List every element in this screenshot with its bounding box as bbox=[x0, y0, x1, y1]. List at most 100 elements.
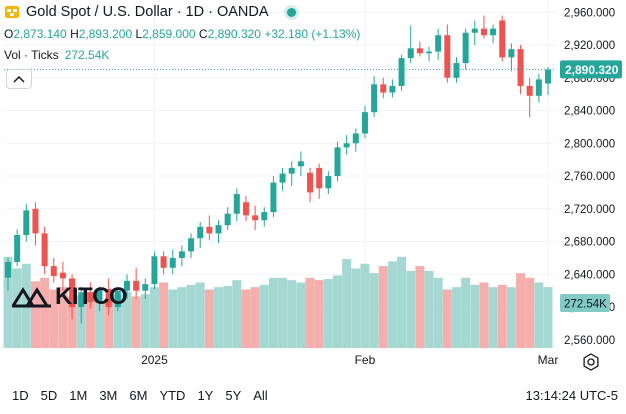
volume-bar bbox=[525, 277, 535, 348]
volume-bar bbox=[241, 289, 251, 348]
candle-body bbox=[23, 210, 30, 236]
candle-body bbox=[123, 280, 130, 291]
volume-bar bbox=[159, 282, 169, 348]
range-button-1y[interactable]: 1Y bbox=[197, 387, 214, 403]
candle-body bbox=[526, 85, 533, 96]
candle-body bbox=[41, 233, 48, 267]
candle-body bbox=[105, 289, 112, 308]
open-label: O bbox=[4, 27, 14, 41]
collapse-legend-button[interactable] bbox=[6, 69, 32, 89]
candle-body bbox=[32, 208, 39, 234]
volume-bar bbox=[113, 294, 123, 348]
current-price-badge bbox=[560, 60, 622, 79]
candle-body bbox=[242, 202, 249, 216]
candle-body bbox=[407, 48, 414, 59]
volume-bar bbox=[461, 277, 471, 348]
candle-body bbox=[224, 213, 231, 226]
candle-body bbox=[535, 79, 542, 96]
time-tick-label: Mar bbox=[538, 353, 559, 367]
candle-body bbox=[215, 225, 222, 234]
symbol-title[interactable]: Gold Spot / U.S. Dollar · 1D · OANDA bbox=[26, 4, 269, 20]
volume-badge bbox=[560, 294, 610, 312]
time-axis[interactable]: 2025 Feb Mar bbox=[141, 353, 558, 367]
volume-bar bbox=[369, 273, 379, 348]
price-tick-label: 2,760.000 bbox=[564, 171, 615, 183]
high-label: H bbox=[70, 27, 79, 41]
candle-body bbox=[316, 167, 323, 189]
price-tick-label: 2,560.000 bbox=[564, 335, 615, 347]
volume-bar bbox=[268, 277, 278, 348]
volume-bar bbox=[168, 289, 178, 348]
candle-body bbox=[545, 69, 551, 84]
candle-body bbox=[453, 63, 460, 78]
candle-body bbox=[435, 35, 442, 52]
volume-bar bbox=[433, 277, 443, 348]
current-price-label: 2,890.320 bbox=[565, 63, 619, 77]
volume-bar bbox=[140, 294, 150, 348]
close-value: 2,890.320 bbox=[207, 27, 261, 41]
volume-bar bbox=[451, 287, 461, 348]
candle-body bbox=[352, 133, 359, 144]
candle-body bbox=[398, 58, 405, 86]
price-tick-label: 2,840.000 bbox=[564, 106, 615, 118]
price-axis-bg bbox=[558, 0, 626, 348]
range-button-5y[interactable]: 5Y bbox=[225, 387, 242, 403]
volume-bar bbox=[30, 281, 40, 348]
open-value: 2,873.140 bbox=[13, 27, 67, 41]
candle-body bbox=[279, 173, 286, 183]
candle-body bbox=[499, 20, 506, 58]
price-tick-label: 2,920.000 bbox=[564, 40, 615, 52]
chevron-up-icon bbox=[13, 75, 25, 83]
range-button-6m[interactable]: 6M bbox=[129, 387, 148, 403]
volume-bar bbox=[506, 287, 516, 348]
clock-display[interactable]: 13:14:24 UTC-5 bbox=[525, 388, 619, 403]
candle-body bbox=[206, 226, 213, 234]
candle-body bbox=[5, 262, 11, 278]
candle-body bbox=[270, 182, 277, 213]
candle-body bbox=[151, 256, 158, 285]
ohlc-legend: O2,873.140 H2,893.200 L2,859.000 C2,890.… bbox=[4, 27, 360, 41]
candle-body bbox=[50, 266, 57, 276]
volume-bar bbox=[497, 284, 507, 348]
candle-body bbox=[188, 238, 195, 252]
range-button-5d[interactable]: 5D bbox=[40, 387, 58, 403]
volume-bar bbox=[85, 291, 95, 348]
range-button-1d[interactable]: 1D bbox=[12, 387, 29, 403]
volume-bar bbox=[296, 282, 306, 348]
range-button-all[interactable]: All bbox=[253, 387, 268, 403]
candlesticks bbox=[5, 15, 551, 324]
candle-body bbox=[490, 28, 497, 36]
candle-body bbox=[252, 215, 259, 221]
low-label: L bbox=[135, 27, 143, 41]
volume-bar bbox=[232, 280, 242, 348]
candle-body bbox=[307, 172, 314, 193]
volume-bar bbox=[442, 289, 452, 348]
chart-settings-icon[interactable] bbox=[582, 353, 600, 371]
candle-body bbox=[160, 256, 167, 268]
candle-body bbox=[233, 194, 240, 214]
range-button-ytd[interactable]: YTD bbox=[159, 387, 186, 403]
candle-body bbox=[517, 49, 524, 86]
price-tick-label: 2,960.000 bbox=[564, 7, 615, 19]
volume-bars bbox=[3, 256, 553, 348]
volume-bar bbox=[278, 277, 288, 348]
range-button-1m[interactable]: 1M bbox=[69, 387, 88, 403]
volume-bar bbox=[204, 289, 214, 348]
volume-bar bbox=[516, 273, 526, 348]
symbol-header: Gold Spot / U.S. Dollar · 1D · OANDA bbox=[4, 4, 296, 20]
candle-body bbox=[361, 112, 368, 134]
volume-bar bbox=[177, 287, 187, 348]
volume-bar bbox=[259, 284, 269, 348]
volume-bar bbox=[415, 266, 425, 348]
volume-bar bbox=[49, 289, 59, 348]
volume-bar bbox=[195, 282, 205, 348]
candle-body bbox=[14, 235, 21, 263]
gold-bars-icon bbox=[5, 6, 19, 18]
range-button-3m[interactable]: 3M bbox=[99, 387, 118, 403]
volume-bar bbox=[12, 268, 22, 348]
volume-bar bbox=[104, 298, 114, 348]
price-axis[interactable]: 2,960.0002,920.0002,880.0002,840.0002,80… bbox=[558, 0, 626, 348]
candle-body bbox=[288, 167, 295, 174]
price-tick-label: 2,720.000 bbox=[564, 204, 615, 216]
